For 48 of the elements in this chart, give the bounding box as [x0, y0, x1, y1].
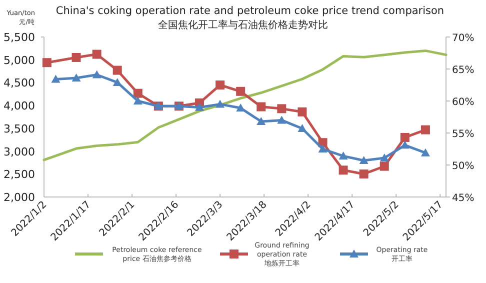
point: [298, 107, 307, 116]
point: [277, 116, 286, 124]
y2-tick-label: 70%: [452, 33, 474, 44]
y-tick-label: 2,000: [4, 191, 35, 204]
y-tick-label: 5,000: [4, 54, 35, 67]
point: [133, 96, 142, 104]
point: [216, 100, 225, 108]
point: [256, 102, 266, 112]
chart-subtitle: 全国焦化开工率与石油焦价格走势对比: [158, 19, 328, 31]
y-tick-label: 4,500: [4, 76, 35, 90]
point: [338, 152, 348, 160]
point: [92, 70, 102, 78]
point: [400, 140, 410, 149]
point: [72, 73, 81, 82]
chart-title: China's coking operation rate and petroleum coke price trend comparison: [56, 5, 444, 17]
point: [318, 144, 328, 152]
point: [277, 104, 286, 114]
point: [51, 74, 60, 83]
point: [42, 58, 52, 68]
point: [420, 125, 430, 134]
y-tick-label: 5,500: [4, 31, 35, 44]
point: [359, 156, 368, 164]
point: [195, 102, 204, 111]
y2-tick-label: 55%: [452, 129, 474, 140]
point: [236, 86, 246, 96]
point: [380, 162, 389, 171]
y2-tick-label: 45%: [452, 193, 474, 204]
y2-tick-label: 60%: [452, 97, 474, 108]
point: [420, 148, 430, 156]
line-series: [42, 49, 448, 162]
point: [380, 153, 389, 162]
point: [400, 132, 410, 142]
y-tick-label: 3,000: [4, 145, 35, 158]
point: [359, 169, 368, 178]
point: [216, 80, 225, 90]
point: [112, 66, 122, 75]
point: [112, 78, 122, 86]
point: [92, 50, 102, 59]
point: [133, 88, 142, 98]
point: [298, 124, 307, 132]
point: [256, 116, 266, 125]
y2-tick-label: 65%: [452, 65, 474, 76]
point: [338, 166, 348, 175]
y-tick-label: 2,500: [4, 168, 35, 182]
y-tick-label: 4,000: [4, 100, 35, 113]
point: [72, 52, 81, 62]
y-tick-label: 3,500: [4, 122, 35, 136]
y2-tick-label: 50%: [452, 161, 474, 172]
